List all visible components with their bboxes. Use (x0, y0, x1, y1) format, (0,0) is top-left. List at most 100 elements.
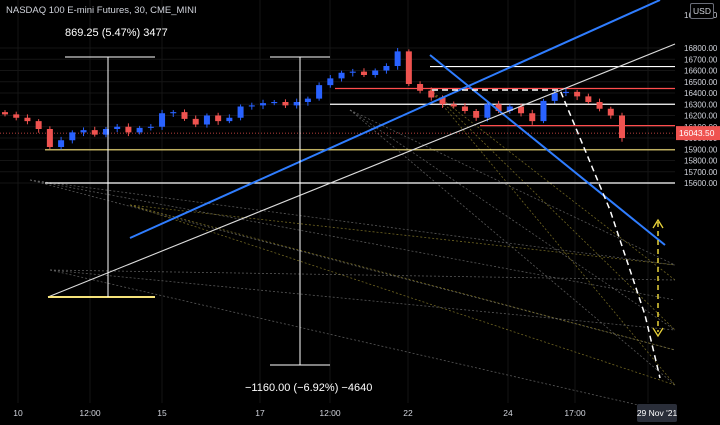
candle[interactable] (260, 103, 267, 106)
fan-line (349, 109, 676, 386)
candle[interactable] (2, 112, 8, 115)
candle[interactable] (271, 102, 278, 104)
candle[interactable] (226, 117, 233, 122)
time-tick: 24 (503, 408, 513, 418)
candlestick-series[interactable] (2, 48, 625, 150)
current-price-value: 16043.50 (679, 128, 715, 138)
candle[interactable] (282, 102, 289, 106)
fan-line (49, 269, 661, 411)
candle[interactable] (80, 130, 87, 133)
white-projection-path[interactable] (432, 89, 661, 379)
candle[interactable] (596, 102, 603, 109)
candle[interactable] (58, 140, 65, 147)
fan-line (49, 269, 676, 281)
price-tick: 16300.00 (684, 100, 718, 109)
time-tick: 22 (403, 408, 413, 418)
candle[interactable] (383, 66, 390, 71)
candle[interactable] (585, 96, 592, 102)
candle[interactable] (203, 115, 210, 125)
candle[interactable] (147, 126, 154, 128)
fan-line (349, 109, 676, 266)
projection-paths[interactable] (432, 89, 664, 379)
candle[interactable] (192, 118, 199, 125)
time-tick: 10 (13, 408, 23, 418)
candle[interactable] (125, 126, 132, 133)
candle[interactable] (316, 85, 323, 99)
candle[interactable] (574, 91, 581, 97)
candle[interactable] (473, 111, 480, 118)
fan-line (129, 204, 676, 266)
candle[interactable] (46, 129, 53, 147)
horizontal-levels[interactable] (0, 65, 675, 184)
candle[interactable] (619, 115, 625, 139)
measure-tools[interactable] (65, 56, 330, 366)
candle[interactable] (91, 130, 98, 135)
fibonacci-fan-lines (29, 89, 676, 411)
current-date-badge[interactable] (637, 404, 677, 422)
white-trendline[interactable] (47, 43, 676, 298)
blue-downtrend[interactable] (429, 54, 666, 246)
candle[interactable] (136, 127, 143, 133)
candle[interactable] (24, 117, 31, 122)
time-tick: 17:00 (564, 408, 586, 418)
current-price-badge[interactable] (676, 126, 720, 141)
fan-line (129, 204, 676, 351)
candle[interactable] (540, 100, 547, 122)
candle[interactable] (562, 91, 569, 93)
price-tick: 16200.00 (684, 112, 718, 121)
candle[interactable] (551, 93, 558, 101)
candle[interactable] (461, 106, 468, 112)
candle[interactable] (215, 115, 222, 122)
candle[interactable] (338, 72, 345, 79)
candle[interactable] (518, 106, 525, 114)
arrow-up-icon (652, 218, 664, 229)
candle[interactable] (607, 108, 614, 116)
symbol-title: NASDAQ 100 E-mini Futures, 30, CME_MINI (6, 5, 197, 16)
candle[interactable] (293, 102, 300, 106)
candle[interactable] (248, 105, 255, 107)
candle[interactable] (114, 126, 121, 129)
candle[interactable] (417, 84, 424, 91)
candle[interactable] (170, 112, 177, 114)
fan-line (29, 179, 676, 351)
price-tick: 16800.00 (684, 44, 718, 53)
arrow-down-icon (652, 327, 664, 338)
candle[interactable] (495, 104, 502, 111)
candle[interactable] (304, 98, 311, 102)
candle[interactable] (159, 113, 166, 127)
candle[interactable] (450, 104, 457, 107)
candle[interactable] (529, 113, 536, 122)
candle[interactable] (372, 70, 379, 76)
fan-line (29, 179, 676, 301)
candle[interactable] (405, 51, 412, 84)
time-tick: 17 (255, 408, 265, 418)
candle[interactable] (484, 104, 491, 118)
candle[interactable] (327, 78, 334, 86)
price-tick: 16600.00 (684, 67, 718, 76)
price-tick: 16400.00 (684, 89, 718, 98)
candle[interactable] (439, 97, 446, 105)
price-scale[interactable]: 16800.00 16700.00 16600.00 16500.00 16400.00… (676, 11, 720, 188)
candle[interactable] (13, 114, 20, 118)
time-tick: 15 (157, 408, 167, 418)
candle[interactable] (428, 90, 435, 98)
time-scale[interactable]: 10 12:00 15 17 12:00 22 24 17:00 29 Nov '21 (13, 404, 677, 422)
blue-trendline[interactable] (129, 0, 661, 239)
candle[interactable] (349, 71, 356, 73)
candle[interactable] (69, 132, 76, 141)
trend-lines[interactable] (47, 0, 676, 298)
fan-line (129, 204, 676, 386)
candle[interactable] (35, 121, 42, 129)
candle[interactable] (102, 129, 109, 135)
candle[interactable] (506, 106, 513, 112)
candle[interactable] (394, 51, 401, 66)
candle[interactable] (237, 106, 244, 118)
currency-button[interactable]: USD (690, 3, 714, 19)
fan-line (29, 179, 676, 266)
price-tick: 16500.00 (684, 78, 718, 87)
candle[interactable] (181, 112, 188, 119)
candle[interactable] (360, 71, 367, 75)
time-tick: 12:00 (79, 408, 101, 418)
price-tick: 16700.00 (684, 55, 718, 64)
